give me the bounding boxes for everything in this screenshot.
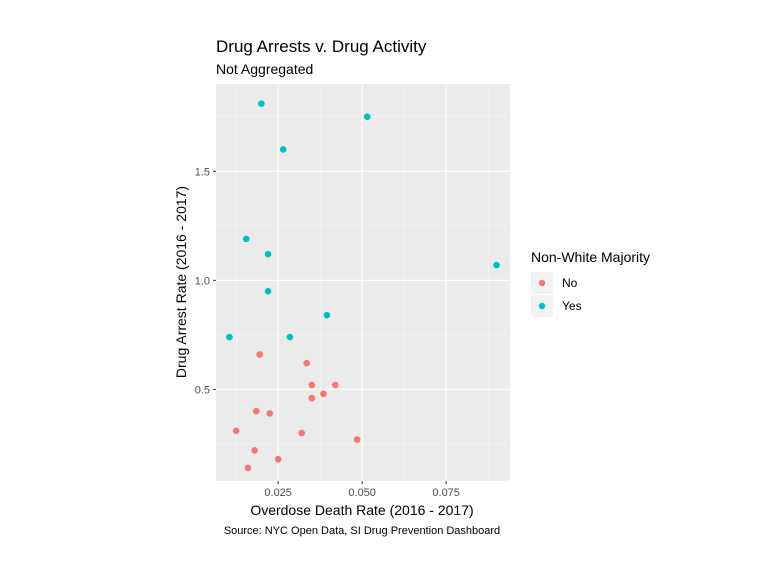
legend-title: Non-White Majority: [531, 249, 650, 265]
data-point-yes: [264, 250, 272, 258]
x-tick-label: 0.075: [432, 487, 460, 499]
data-point-no: [274, 455, 282, 463]
data-point-yes: [258, 100, 265, 107]
data-point-no: [303, 359, 311, 367]
y-axis: 0.5 1.0 1.5: [195, 166, 216, 396]
major-gridlines: [216, 84, 510, 481]
y-tick-label: 1.5: [195, 166, 210, 178]
data-point-no: [253, 407, 260, 415]
data-point-no: [251, 447, 258, 454]
data-point-no: [331, 381, 339, 389]
y-tick-label: 1.0: [195, 275, 210, 287]
plot-panel: [216, 84, 510, 481]
chart-caption: Source: NYC Open Data, SI Drug Preventio…: [224, 525, 500, 537]
data-point-yes: [242, 235, 250, 243]
data-point-no: [298, 429, 305, 437]
minor-gridlines: [216, 84, 510, 481]
data-point-no: [353, 436, 361, 443]
x-tick-label: 0.050: [348, 487, 376, 499]
data-points: [226, 100, 500, 472]
x-tick-label: 0.025: [264, 487, 292, 499]
data-point-no: [244, 464, 252, 472]
data-point-no: [320, 390, 327, 398]
y-axis-title: Drug Arrest Rate (2016 - 2017): [173, 186, 189, 378]
x-axis: 0.025 0.050 0.075: [264, 481, 460, 499]
data-point-no: [266, 410, 274, 417]
data-point-yes: [363, 113, 371, 121]
data-point-no: [232, 427, 240, 435]
legend: Non-White Majority No Yes: [531, 249, 650, 317]
data-point-yes: [286, 333, 294, 341]
y-tick-label: 0.5: [195, 384, 210, 396]
legend-marker-yes: [538, 302, 546, 310]
data-point-no: [256, 351, 263, 358]
x-axis-title: Overdose Death Rate (2016 - 2017): [250, 502, 473, 518]
data-point-yes: [323, 311, 331, 319]
chart-title: Drug Arrests v. Drug Activity: [216, 37, 427, 56]
data-point-no: [308, 381, 316, 389]
data-point-no: [308, 394, 316, 402]
legend-label-no: No: [562, 276, 578, 290]
data-point-yes: [279, 146, 287, 153]
legend-label-yes: Yes: [562, 299, 582, 313]
chart-subtitle: Not Aggregated: [216, 61, 313, 77]
data-point-yes: [226, 333, 233, 341]
data-point-yes: [493, 261, 500, 269]
data-point-yes: [264, 287, 272, 295]
legend-marker-no: [538, 279, 546, 287]
